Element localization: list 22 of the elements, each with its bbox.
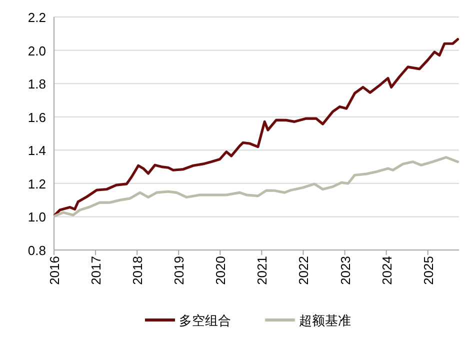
x-tick-label: 2017 [88,256,104,285]
y-tick-label: 1.4 [28,143,46,158]
x-tick-label: 2018 [130,256,146,285]
y-tick-label: 1.6 [28,110,46,125]
x-tick-label: 2025 [420,256,436,285]
y-tick-label: 0.8 [28,243,46,258]
line-series [54,38,460,216]
y-tick-label: 1.2 [28,176,46,192]
y-tick-label: 1.0 [28,210,46,225]
legend-label: 超额基准 [299,313,351,328]
y-tick-label: 1.8 [28,76,46,92]
line-series [54,156,460,218]
x-tick-label: 2024 [379,256,394,285]
y-tick-label: 2.2 [28,10,46,25]
x-tick-label: 2019 [172,256,187,285]
x-tick-label: 2021 [254,256,270,285]
legend-label: 多空组合 [179,313,231,328]
x-tick-label: 2023 [338,256,353,285]
y-tick-label: 2.0 [28,43,46,58]
x-tick-label: 2022 [296,256,312,285]
x-tick-label: 2016 [47,256,62,285]
x-tick-label: 2020 [213,256,228,285]
